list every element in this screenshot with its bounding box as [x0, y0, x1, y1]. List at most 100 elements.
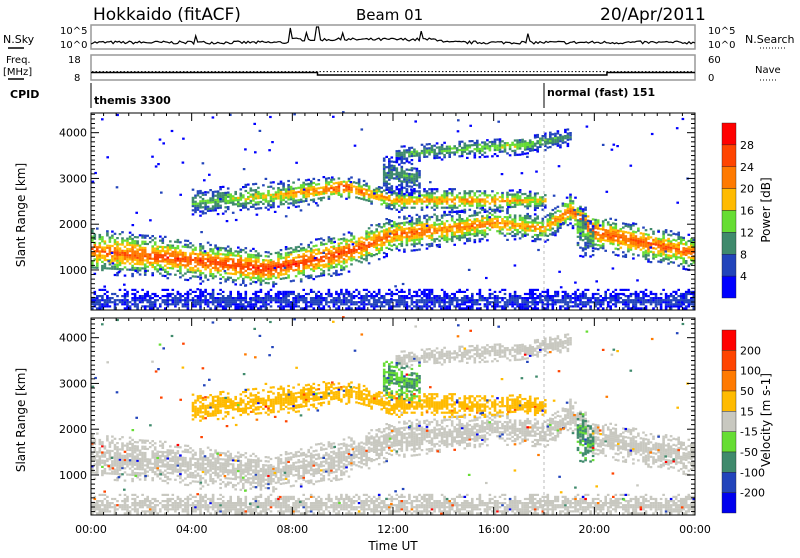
power-cell — [247, 266, 250, 268]
power-cell — [363, 297, 366, 299]
power-cell — [368, 198, 371, 200]
power-cell — [486, 156, 489, 158]
power-cell — [411, 223, 414, 225]
power-cell — [207, 258, 210, 260]
power-cell — [474, 154, 477, 156]
power-cell — [385, 187, 388, 189]
power-cell — [469, 192, 472, 194]
power-cell — [111, 297, 114, 299]
power-cell — [406, 232, 409, 234]
power-cell — [232, 201, 235, 203]
power-cell — [375, 196, 378, 198]
power-cell — [650, 245, 653, 247]
power-cell — [479, 222, 482, 224]
power-cell — [300, 249, 303, 251]
power-cell — [302, 261, 305, 263]
power-cell — [411, 163, 414, 165]
power-cell — [189, 299, 192, 301]
power-cell — [559, 210, 562, 212]
power-cell — [285, 277, 288, 279]
power-cell — [416, 190, 419, 192]
power-cell — [416, 174, 419, 176]
power-cell — [534, 134, 537, 136]
power-cell — [365, 257, 368, 259]
power-cell — [330, 193, 333, 195]
power-cell — [431, 303, 434, 305]
power-cell — [350, 185, 353, 187]
power-cell — [453, 297, 456, 299]
power-cell — [265, 270, 268, 272]
power-cell — [612, 227, 615, 229]
power-cell — [184, 252, 187, 254]
power-cell — [426, 152, 429, 154]
power-cell — [375, 241, 378, 243]
power-cell — [587, 238, 590, 240]
power-cell — [227, 194, 230, 196]
power-cell — [529, 217, 532, 219]
power-cell — [398, 188, 401, 190]
power-cell — [433, 205, 436, 207]
power-cell — [413, 167, 416, 169]
power-cell — [204, 262, 207, 264]
power-cell — [363, 248, 366, 250]
power-cell — [187, 265, 190, 267]
power-cell — [192, 249, 195, 251]
power-cell — [363, 258, 366, 260]
power-cell — [396, 192, 399, 194]
power-cell — [549, 132, 552, 134]
power-cell — [297, 179, 300, 181]
power-cell — [461, 303, 464, 305]
power-cell — [247, 260, 250, 262]
power-cell — [310, 189, 313, 191]
power-cell — [574, 211, 577, 213]
power-cell — [635, 239, 638, 241]
power-cell — [391, 249, 394, 251]
power-cell — [124, 246, 127, 248]
power-cell — [630, 240, 633, 242]
power-cell — [255, 271, 258, 273]
power-cell — [365, 230, 368, 232]
power-cell — [302, 255, 305, 257]
power-cell — [584, 234, 587, 236]
power-cell — [222, 291, 225, 293]
power-cell — [257, 193, 260, 195]
power-cell — [524, 197, 527, 199]
power-cell — [461, 299, 464, 301]
power-cell — [534, 143, 537, 145]
power-cell — [448, 188, 451, 190]
power-cell — [182, 254, 185, 256]
power-cell — [260, 299, 263, 301]
power-cell — [448, 148, 451, 150]
power-cell — [237, 297, 240, 299]
power-cell — [635, 235, 638, 237]
power-cell — [164, 236, 167, 238]
power-cell — [486, 303, 489, 305]
power-cell — [652, 247, 655, 249]
power-cell — [388, 158, 391, 160]
power-cell — [378, 297, 381, 299]
power-cell — [441, 158, 444, 160]
power-cell — [250, 187, 253, 189]
power-cell — [287, 260, 290, 262]
power-cell — [134, 250, 137, 252]
power-cell — [348, 190, 351, 192]
power-cell — [557, 230, 560, 232]
power-cell — [516, 202, 519, 204]
power-cell — [255, 263, 258, 265]
power-cell — [192, 199, 195, 201]
power-cell — [373, 231, 376, 233]
power-cell — [413, 245, 416, 247]
power-cell — [250, 272, 253, 274]
power-cell — [443, 293, 446, 295]
power-cell — [282, 184, 285, 186]
power-cell — [295, 297, 298, 299]
power-cell — [323, 305, 326, 307]
power-cell — [305, 297, 308, 299]
power-cell — [569, 194, 572, 196]
power-cell — [672, 253, 675, 255]
power-cell — [380, 297, 383, 299]
power-cell — [448, 228, 451, 230]
power-cell — [149, 305, 152, 307]
power-cell — [199, 215, 202, 217]
power-cell — [406, 173, 409, 175]
